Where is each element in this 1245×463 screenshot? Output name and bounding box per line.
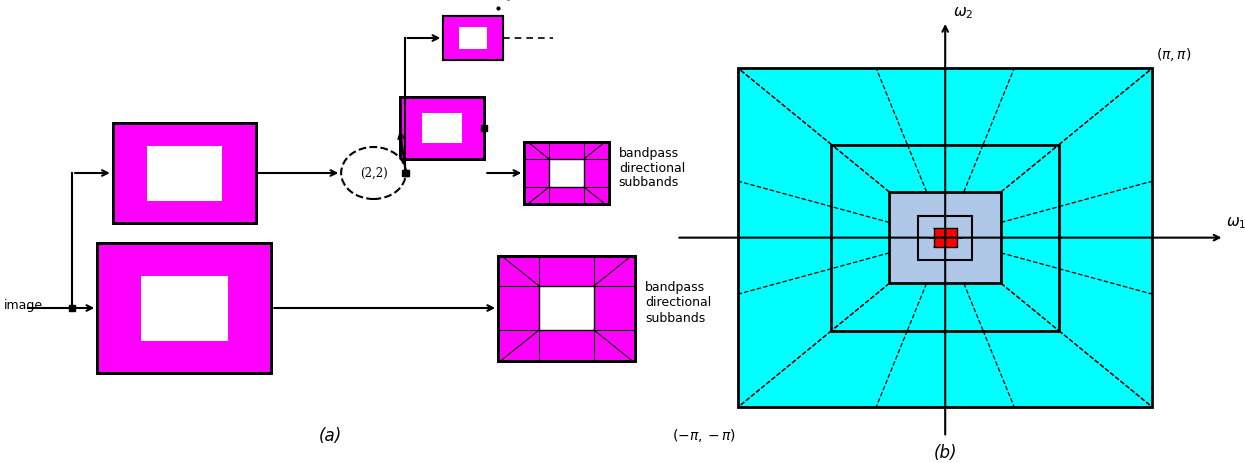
Bar xyxy=(147,145,222,200)
Bar xyxy=(498,256,635,361)
Bar xyxy=(400,97,484,159)
Bar xyxy=(400,97,484,159)
Bar xyxy=(97,243,271,373)
Bar xyxy=(459,27,487,49)
Bar xyxy=(422,113,462,143)
Bar xyxy=(832,144,1059,331)
Bar xyxy=(524,142,609,204)
Text: (b): (b) xyxy=(934,444,957,462)
Bar xyxy=(443,16,503,60)
Text: (2,2): (2,2) xyxy=(360,167,387,180)
Bar xyxy=(549,159,584,187)
Bar xyxy=(524,142,609,204)
Bar xyxy=(539,286,594,330)
Bar xyxy=(113,123,256,223)
Text: bandpass
directional
subbands: bandpass directional subbands xyxy=(619,146,685,189)
Bar xyxy=(141,275,228,340)
Bar xyxy=(934,228,956,247)
Text: bandpass
directional
subbands: bandpass directional subbands xyxy=(645,282,711,325)
Bar xyxy=(97,243,271,373)
Text: $\omega_1$: $\omega_1$ xyxy=(1226,215,1245,231)
Bar xyxy=(738,69,1152,407)
Bar xyxy=(889,192,1001,283)
Bar xyxy=(919,216,972,260)
Text: (a): (a) xyxy=(319,427,341,445)
Bar xyxy=(498,256,635,361)
Circle shape xyxy=(341,147,406,199)
Text: $(-\pi, -\pi)$: $(-\pi, -\pi)$ xyxy=(672,427,736,444)
Bar xyxy=(443,16,503,60)
Bar xyxy=(539,286,594,330)
Text: $\omega_2$: $\omega_2$ xyxy=(954,6,974,21)
Bar xyxy=(400,97,484,159)
Bar xyxy=(443,16,503,60)
Bar xyxy=(549,159,584,187)
Text: image: image xyxy=(4,300,42,313)
Bar xyxy=(113,123,256,223)
Bar xyxy=(113,123,256,223)
Text: $(\pi, \pi)$: $(\pi, \pi)$ xyxy=(1157,46,1191,63)
